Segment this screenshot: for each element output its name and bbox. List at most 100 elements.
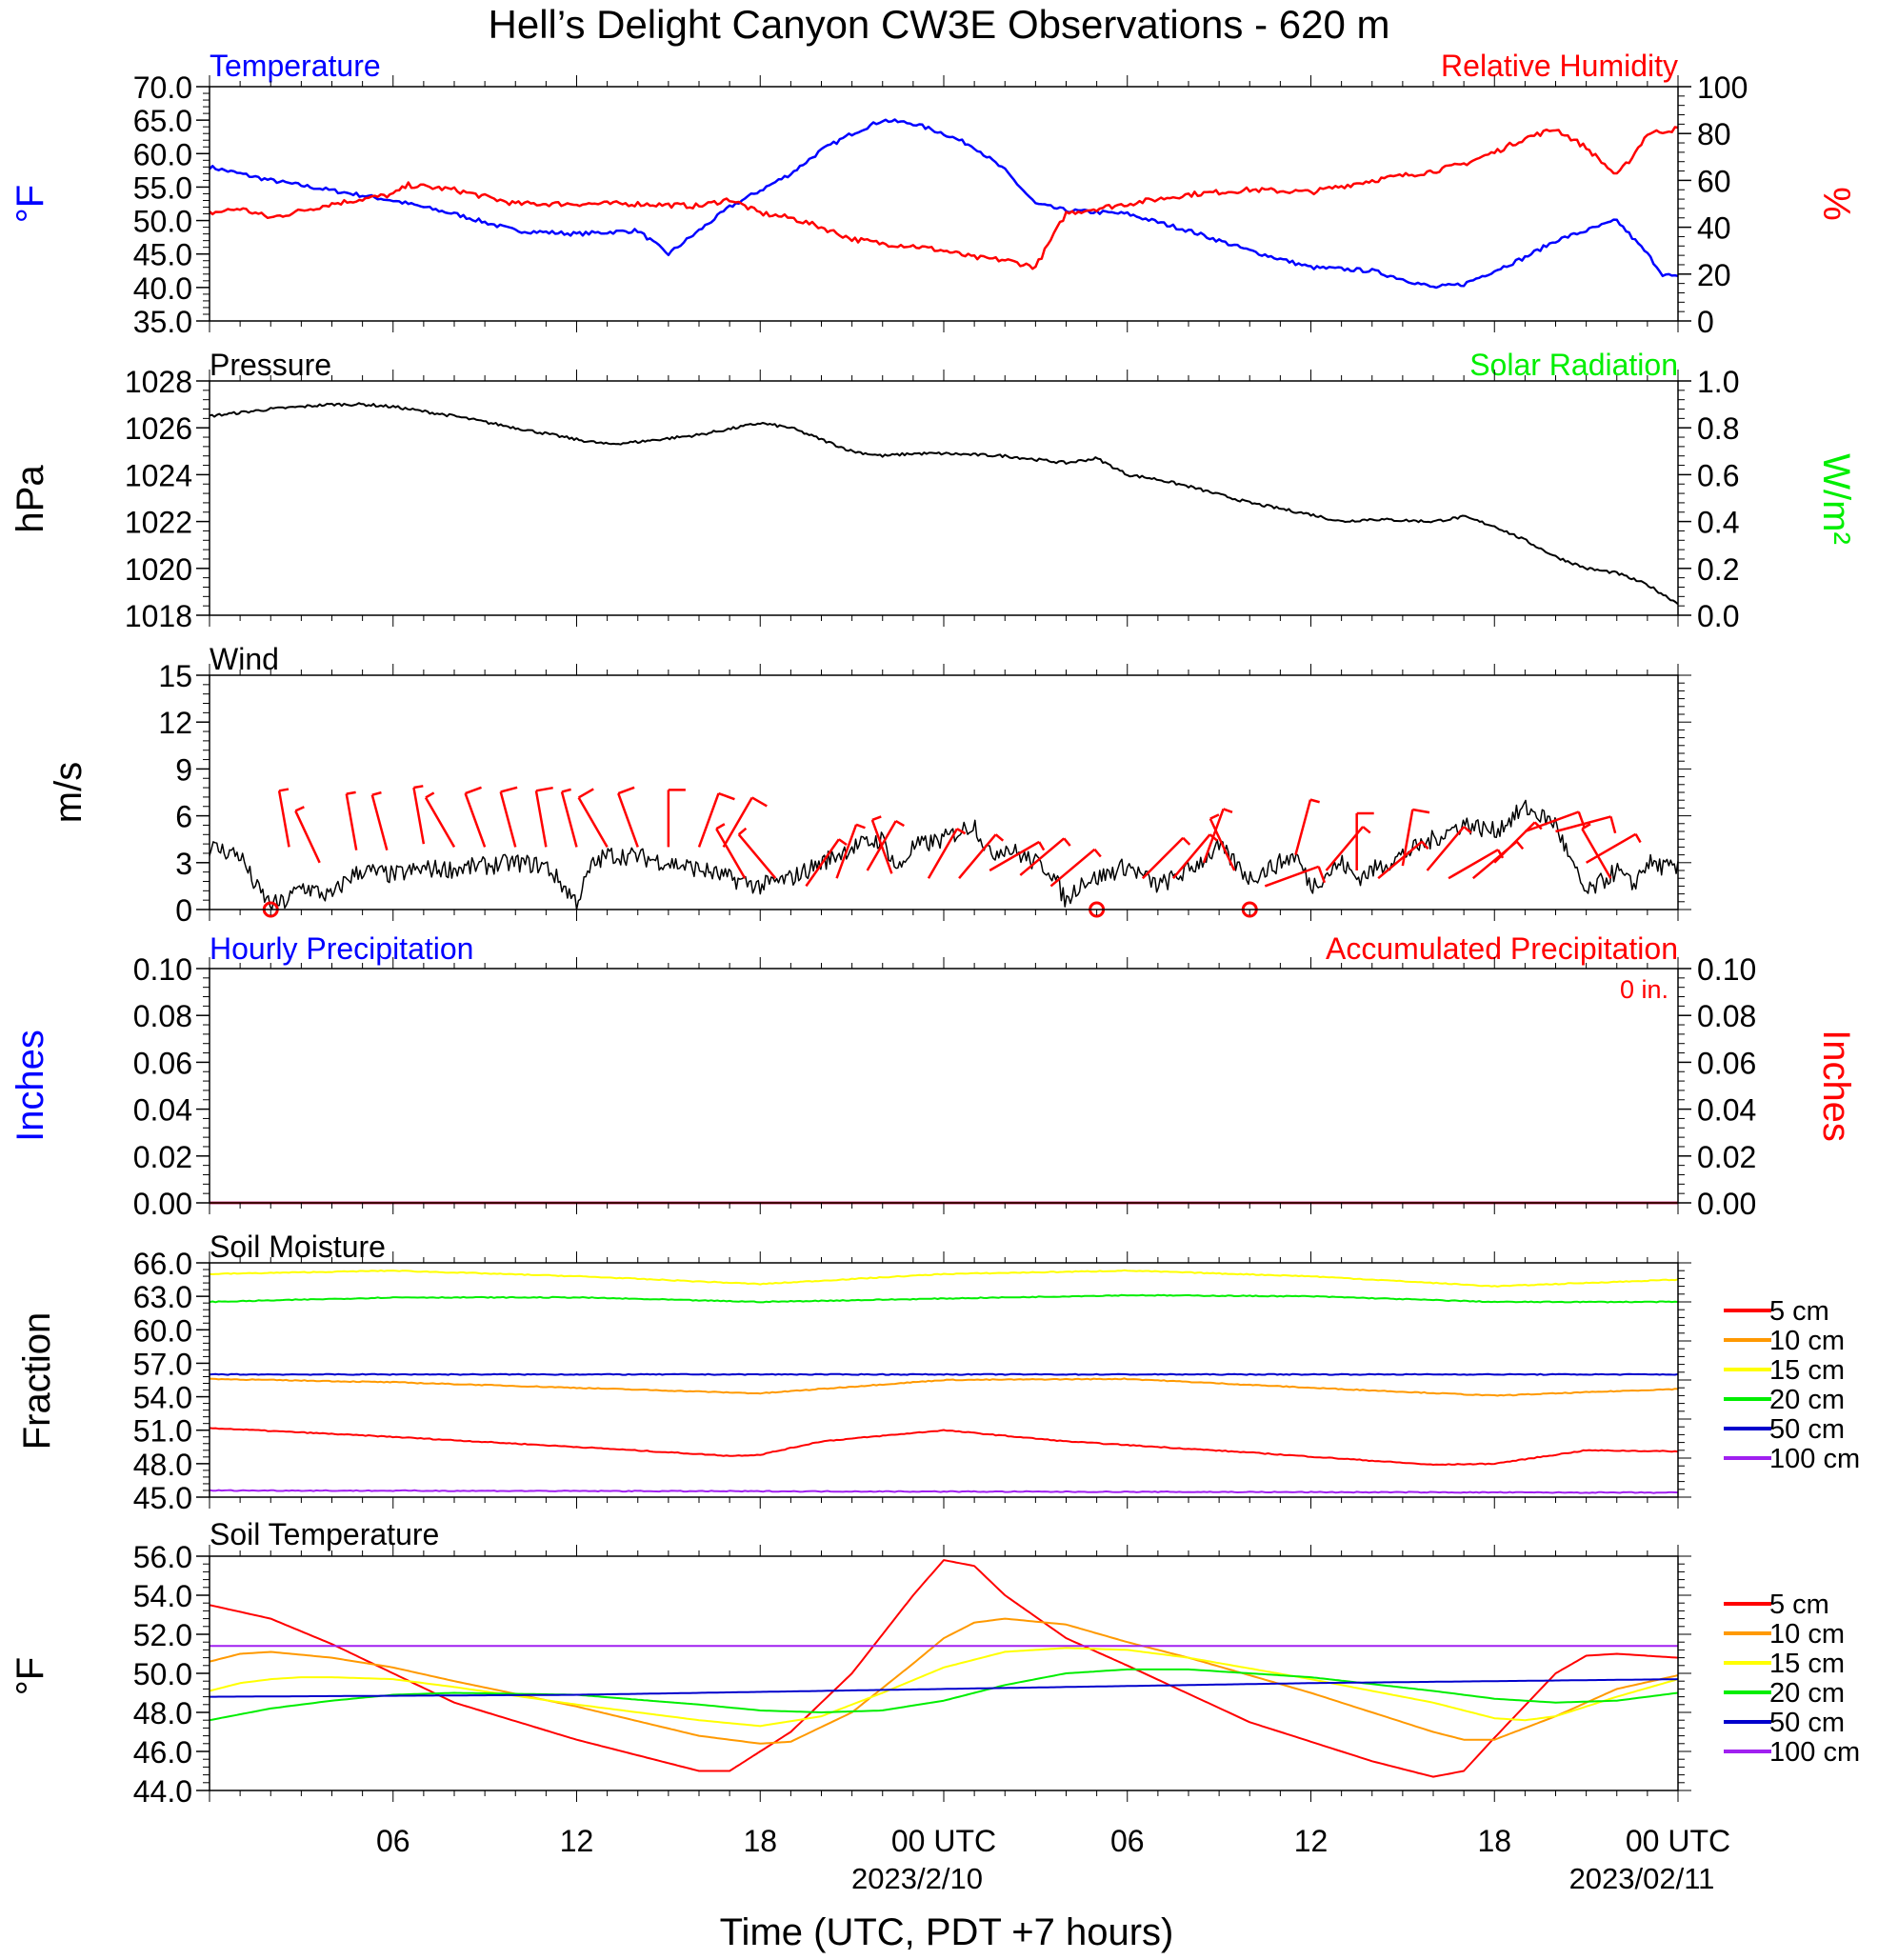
left-y-tick-label: 15	[158, 659, 192, 693]
left-y-tick-label: 50.0	[133, 1657, 192, 1691]
wind-barb-flag	[1609, 816, 1617, 834]
left-y-tick-label: 1022	[125, 506, 192, 540]
wind-barb-flag	[1093, 849, 1102, 858]
left-y-tick-label: 35.0	[133, 305, 192, 339]
wind-barb-flag	[751, 796, 768, 808]
soil-temp-line-20cm	[209, 1668, 1679, 1722]
legend-label: 5 cm	[1769, 1590, 1829, 1620]
panel-temp-rh: Temperature Relative Humidity °F %	[10, 49, 1857, 322]
wind-barb-flag	[855, 823, 866, 830]
wind-barb	[1524, 810, 1580, 833]
left-y-tick-label: 0	[175, 893, 192, 928]
panel-precipitation: Hourly Precipitation Accumulated Precipi…	[10, 931, 1857, 1205]
left-y-tick-label: 40.0	[133, 271, 192, 306]
wind-barb	[1493, 821, 1536, 864]
legend-label: 100 cm	[1769, 1444, 1860, 1474]
left-y-tick-label: 50.0	[133, 205, 192, 239]
wind-barb	[345, 793, 358, 850]
wind-barb	[989, 840, 1040, 872]
legend-label: 20 cm	[1769, 1385, 1845, 1415]
left-y-tick-label: 65.0	[133, 104, 192, 138]
legend-label: 10 cm	[1769, 1326, 1845, 1356]
wind-barb	[1555, 815, 1611, 833]
left-y-tick-label: 60.0	[133, 137, 192, 171]
left-y-tick-label: 0.00	[133, 1187, 192, 1221]
accum-precip-panel-label: Accumulated Precipitation	[1326, 931, 1678, 966]
wind-barb-flag	[895, 819, 905, 828]
wind-barb-flag	[1317, 866, 1327, 884]
wind-barb-flag	[838, 838, 848, 847]
wind-barb	[464, 792, 487, 848]
wind-barb	[1581, 828, 1612, 879]
temp-rh-frame	[209, 86, 1679, 322]
right-y-tick-label: 80	[1697, 117, 1731, 151]
soil-temp-line-15cm	[209, 1647, 1679, 1728]
panel-pressure-solar: Pressure Solar Radiation hPa W/m²	[10, 348, 1857, 616]
left-y-tick-label: 56.0	[133, 1540, 192, 1574]
right-y-tick-label: 0.00	[1697, 1187, 1756, 1221]
soil-temp-frame	[209, 1555, 1679, 1791]
right-y-tick-label: 0.6	[1697, 458, 1739, 492]
wind-barb-flag	[294, 806, 305, 812]
wind-barb-flag	[278, 788, 290, 792]
right-y-tick-label: 60	[1697, 164, 1731, 198]
wind-barb	[617, 792, 639, 848]
wind-barb	[1141, 836, 1185, 880]
wind-barb-flag	[1634, 833, 1642, 844]
wind-barb-flag	[1223, 808, 1233, 814]
soil-temp-y-axis-label: °F	[10, 1657, 51, 1695]
left-y-tick-label: 63.0	[133, 1280, 192, 1314]
wind-barb	[835, 824, 858, 879]
legend-label: 5 cm	[1769, 1296, 1829, 1327]
soil-temp-panel-label: Soil Temperature	[210, 1517, 439, 1551]
wind-panel-label: Wind	[210, 642, 279, 676]
wind-barb-flag	[956, 828, 967, 835]
wind-barb	[697, 792, 720, 848]
wind-barb	[927, 828, 959, 879]
wind-speed-line	[209, 799, 1679, 910]
soil-moisture-panel-label: Soil Moisture	[210, 1230, 386, 1264]
left-y-tick-label: 9	[175, 752, 192, 787]
right-y-tick-label: 20	[1697, 258, 1731, 292]
left-y-tick-label: 1028	[125, 365, 192, 399]
wind-barb	[499, 791, 517, 848]
pressure-line	[209, 402, 1679, 606]
x-tick-label: 12	[560, 1824, 594, 1858]
x-tick-label: 00 UTC	[1626, 1824, 1730, 1858]
left-y-tick-label: 1018	[125, 599, 192, 633]
wind-barb	[560, 791, 578, 848]
date-label-1: 2023/2/10	[851, 1862, 983, 1895]
temperature-line	[209, 118, 1679, 290]
right-y-tick-label: 0.0	[1697, 599, 1739, 633]
date-label-2: 2023/02/11	[1569, 1862, 1715, 1895]
right-y-tick-label: 1.0	[1697, 365, 1739, 399]
wind-frame	[209, 674, 1679, 910]
accum-precip-total: 0 in.	[1620, 975, 1668, 1004]
wind-barb	[534, 790, 548, 848]
left-y-tick-label: 45.0	[133, 1481, 192, 1515]
wind-barb	[1049, 848, 1096, 888]
legend-label: 100 cm	[1769, 1737, 1860, 1768]
legend-label: 50 cm	[1769, 1414, 1845, 1445]
wind-barb	[958, 833, 997, 880]
wind-barb-flag	[425, 791, 435, 799]
right-y-tick-label: 0.2	[1697, 552, 1739, 587]
right-y-tick-label: 0.8	[1697, 411, 1739, 446]
x-axis-title: Time (UTC, PDT +7 hours)	[720, 1911, 1174, 1953]
wind-barb-flag	[1038, 841, 1046, 851]
x-tick-label: 18	[743, 1824, 777, 1858]
wind-barb-flag	[413, 785, 424, 790]
precip-left-axis-label: Inches	[10, 1030, 51, 1142]
left-y-tick-label: 48.0	[133, 1696, 192, 1730]
left-y-tick-label: 70.0	[133, 70, 192, 105]
soil-moisture-y-axis-label: Fraction	[16, 1312, 58, 1450]
wind-barb	[577, 796, 609, 849]
wind-barb	[1171, 833, 1211, 880]
legend-label: 15 cm	[1769, 1649, 1845, 1679]
left-y-tick-label: 54.0	[133, 1381, 192, 1415]
